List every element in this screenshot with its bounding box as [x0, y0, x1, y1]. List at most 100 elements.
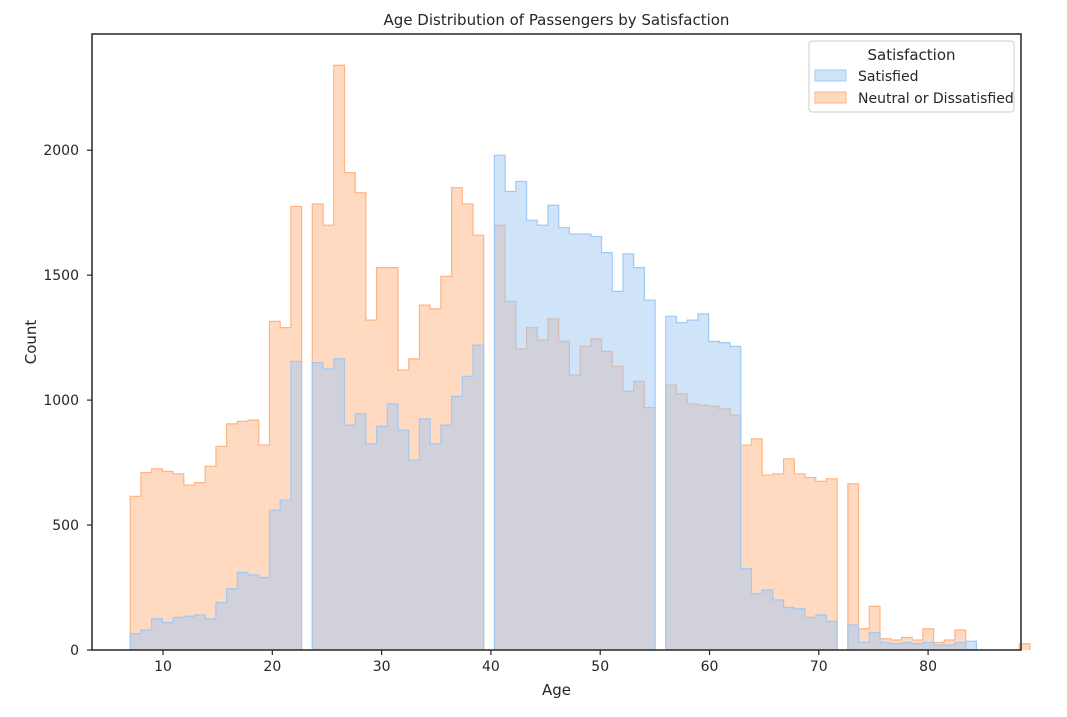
bar-satisfied-53	[697, 313, 709, 650]
bar-satisfied-36	[515, 181, 527, 650]
x-tick-label-40: 40	[482, 659, 500, 675]
bar-satisfied-61	[783, 607, 795, 650]
outline-neutral-or-dissatisfied-4	[847, 483, 967, 650]
outline-satisfied-4	[847, 624, 978, 650]
bar-satisfied-7	[205, 618, 216, 650]
bar-neutral-or-dissatisfied-6	[194, 482, 206, 650]
bar-satisfied-5	[183, 616, 195, 650]
bar-satisfied-22	[365, 443, 377, 650]
bar-satisfied-46	[622, 253, 634, 650]
x-tick-label-10: 10	[154, 659, 172, 675]
legend-swatch-neutral-or-dissatisfied	[814, 91, 847, 104]
bar-satisfied-40	[558, 227, 570, 651]
bar-satisfied-51	[676, 322, 688, 650]
bar-satisfied-15	[290, 361, 302, 650]
bar-satisfied-47	[633, 267, 645, 650]
bar-neutral-or-dissatisfied-8	[215, 446, 227, 650]
bar-satisfied-57	[740, 568, 752, 650]
chart-title: Age Distribution of Passengers by Satisf…	[384, 11, 730, 29]
legend-label-neutral-or-dissatisfied: Neutral or Dissatisfied	[858, 91, 1014, 107]
bar-satisfied-78	[965, 641, 977, 650]
outline-satisfied-0	[129, 360, 303, 650]
bar-satisfied-27	[419, 418, 431, 650]
bar-neutral-or-dissatisfied-68	[858, 628, 870, 650]
bar-neutral-or-dissatisfied-67	[847, 483, 859, 650]
bar-neutral-or-dissatisfied-14	[280, 327, 291, 650]
bar-satisfied-31	[462, 376, 473, 650]
bar-neutral-or-dissatisfied-77	[954, 630, 966, 650]
bar-satisfied-58	[751, 593, 763, 650]
bar-satisfied-28	[430, 443, 441, 650]
bar-neutral-or-dissatisfied-74	[922, 628, 934, 650]
bar-satisfied-18	[323, 368, 334, 650]
x-axis-label: Age	[542, 681, 571, 699]
bar-satisfied-77	[954, 642, 966, 650]
bar-satisfied-35	[505, 191, 516, 651]
y-tick-label-2000: 2000	[43, 143, 79, 159]
bar-neutral-or-dissatisfied-9	[226, 423, 238, 650]
bar-satisfied-21	[355, 413, 366, 650]
bar-satisfied-14	[280, 500, 291, 650]
bar-satisfied-70	[880, 642, 891, 650]
bar-satisfied-20	[344, 425, 356, 650]
y-tick-label-1500: 1500	[43, 268, 79, 284]
bar-satisfied-9	[226, 588, 238, 650]
legend-label-satisfied: Satisfied	[858, 69, 918, 85]
bar-satisfied-74	[922, 642, 934, 650]
bar-neutral-or-dissatisfied-1	[140, 472, 152, 650]
bar-satisfied-13	[269, 510, 281, 650]
bar-neutral-or-dissatisfied-59	[762, 475, 773, 650]
y-tick-label-1000: 1000	[43, 393, 79, 409]
bar-satisfied-72	[901, 642, 913, 650]
bar-satisfied-69	[869, 632, 881, 650]
bar-neutral-or-dissatisfied-69	[869, 606, 881, 650]
y-tick-label-500: 500	[52, 518, 79, 534]
plot-frame	[91, 33, 1022, 651]
bar-neutral-or-dissatisfied-4	[173, 473, 184, 650]
bar-satisfied-23	[376, 426, 388, 650]
bar-satisfied-48	[644, 300, 656, 650]
legend-title: Satisfaction	[867, 46, 955, 64]
bar-satisfied-75	[933, 645, 945, 650]
bar-neutral-or-dissatisfied-64	[815, 481, 827, 650]
bar-satisfied-50	[665, 316, 677, 650]
bar-neutral-or-dissatisfied-62	[794, 473, 806, 650]
legend: Satisfaction Satisfied Neutral or Dissat…	[808, 40, 1015, 113]
outline-neutral-or-dissatisfied-0	[129, 205, 303, 650]
bar-satisfied-68	[858, 642, 870, 650]
bar-satisfied-0	[130, 633, 141, 650]
x-tick-label-20: 20	[263, 659, 281, 675]
x-tick-label-70: 70	[810, 659, 828, 675]
outline-satisfied-3	[665, 313, 838, 650]
bar-satisfied-62	[794, 608, 806, 650]
bar-satisfied-64	[815, 615, 827, 650]
x-tick-label-60: 60	[701, 659, 719, 675]
bar-neutral-or-dissatisfied-11	[248, 420, 259, 650]
bar-neutral-or-dissatisfied-19	[333, 65, 345, 651]
bar-satisfied-65	[826, 621, 838, 650]
bar-satisfied-6	[194, 615, 206, 650]
bar-neutral-or-dissatisfied-57	[740, 445, 752, 650]
bar-satisfied-32	[472, 345, 484, 650]
bar-neutral-or-dissatisfied-60	[772, 473, 784, 650]
bar-satisfied-73	[912, 643, 923, 650]
bar-neutral-or-dissatisfied-10	[237, 421, 249, 650]
bar-neutral-or-dissatisfied-5	[183, 485, 195, 650]
bar-neutral-or-dissatisfied-7	[205, 466, 216, 650]
legend-box	[808, 40, 1015, 113]
bar-satisfied-34	[494, 155, 506, 650]
bar-satisfied-52	[687, 320, 698, 650]
bar-satisfied-54	[708, 341, 720, 650]
bar-neutral-or-dissatisfied-63	[805, 477, 816, 650]
bar-satisfied-37	[526, 220, 538, 650]
bar-satisfied-19	[333, 358, 345, 650]
series-satisfied	[129, 154, 978, 651]
x-tick-label-30: 30	[373, 659, 391, 675]
bar-satisfied-67	[847, 625, 859, 650]
bar-satisfied-43	[590, 236, 602, 650]
y-tick-label-0: 0	[70, 643, 79, 659]
bar-satisfied-41	[569, 233, 581, 650]
bar-satisfied-17	[312, 362, 324, 650]
bar-satisfied-29	[440, 425, 452, 650]
